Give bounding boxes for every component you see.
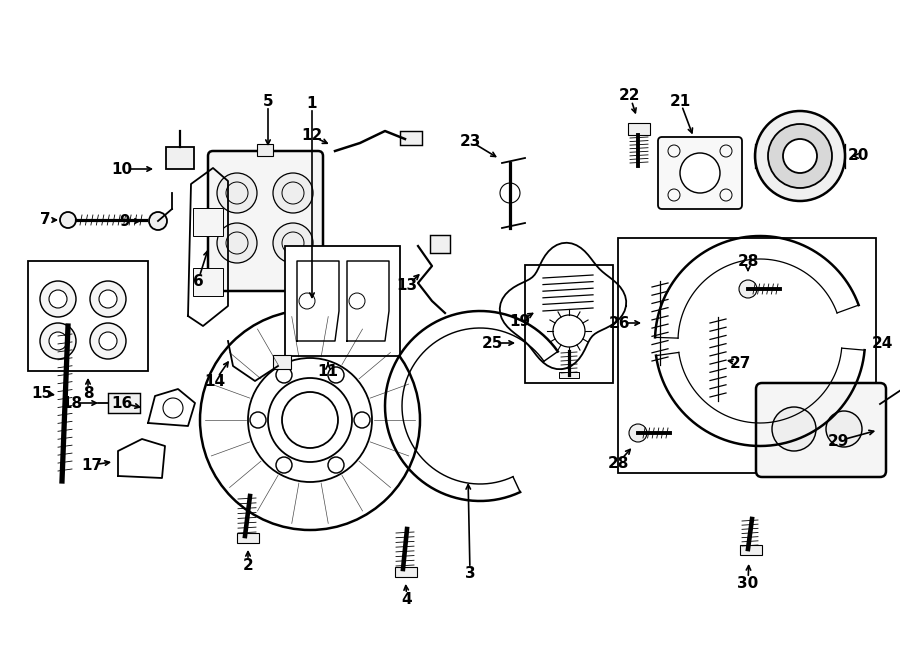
Text: 17: 17 (81, 457, 103, 473)
Text: 18: 18 (61, 395, 83, 410)
Circle shape (90, 323, 126, 359)
Bar (273, 355, 291, 369)
Bar (285, 246, 400, 356)
Bar (193, 268, 223, 296)
Text: 28: 28 (608, 455, 629, 471)
Circle shape (783, 139, 817, 173)
Circle shape (629, 424, 647, 442)
Circle shape (772, 407, 816, 451)
Circle shape (680, 153, 720, 193)
Circle shape (217, 223, 257, 263)
Text: 3: 3 (464, 566, 475, 580)
Text: 26: 26 (609, 315, 631, 330)
Text: 12: 12 (302, 128, 322, 143)
Text: 6: 6 (193, 274, 203, 288)
Text: 5: 5 (263, 93, 274, 108)
Circle shape (49, 290, 67, 308)
Circle shape (90, 281, 126, 317)
Circle shape (40, 281, 76, 317)
Text: 13: 13 (396, 278, 418, 293)
Text: 9: 9 (120, 214, 130, 229)
Bar (108, 393, 140, 413)
Circle shape (40, 323, 76, 359)
Bar (525, 265, 613, 383)
Bar (559, 372, 579, 378)
Circle shape (99, 332, 117, 350)
Text: 22: 22 (619, 89, 641, 104)
Circle shape (49, 332, 67, 350)
Bar (166, 147, 194, 169)
Bar (28, 261, 148, 371)
Bar (740, 545, 762, 555)
Bar (257, 144, 273, 156)
Text: 14: 14 (204, 373, 226, 389)
Circle shape (755, 111, 845, 201)
Text: 8: 8 (83, 385, 94, 401)
Circle shape (826, 411, 862, 447)
Circle shape (768, 124, 832, 188)
Text: 30: 30 (737, 576, 759, 590)
Circle shape (739, 280, 757, 298)
Text: 24: 24 (871, 336, 893, 350)
FancyBboxPatch shape (208, 151, 323, 291)
Bar (395, 567, 417, 577)
Text: 15: 15 (32, 385, 52, 401)
Bar (193, 208, 223, 236)
Text: 20: 20 (847, 149, 868, 163)
Bar (430, 235, 450, 253)
Bar (400, 131, 422, 145)
Bar (237, 533, 259, 543)
Text: 7: 7 (40, 212, 50, 227)
Text: 28: 28 (737, 254, 759, 268)
Text: 11: 11 (318, 364, 338, 379)
Circle shape (273, 173, 313, 213)
Text: 10: 10 (112, 161, 132, 176)
Text: 23: 23 (459, 134, 481, 149)
Text: 19: 19 (509, 313, 531, 329)
Text: 2: 2 (243, 557, 254, 572)
Circle shape (60, 212, 76, 228)
Circle shape (217, 173, 257, 213)
Circle shape (273, 223, 313, 263)
Bar (628, 123, 650, 135)
FancyBboxPatch shape (658, 137, 742, 209)
Text: 25: 25 (482, 336, 503, 350)
Text: 27: 27 (729, 356, 751, 371)
Bar (618, 238, 876, 473)
Text: 21: 21 (670, 93, 690, 108)
Text: 4: 4 (401, 592, 412, 607)
Circle shape (149, 212, 167, 230)
FancyBboxPatch shape (756, 383, 886, 477)
Text: 29: 29 (827, 434, 849, 449)
Circle shape (99, 290, 117, 308)
Text: 1: 1 (307, 95, 317, 110)
Text: 16: 16 (112, 395, 132, 410)
